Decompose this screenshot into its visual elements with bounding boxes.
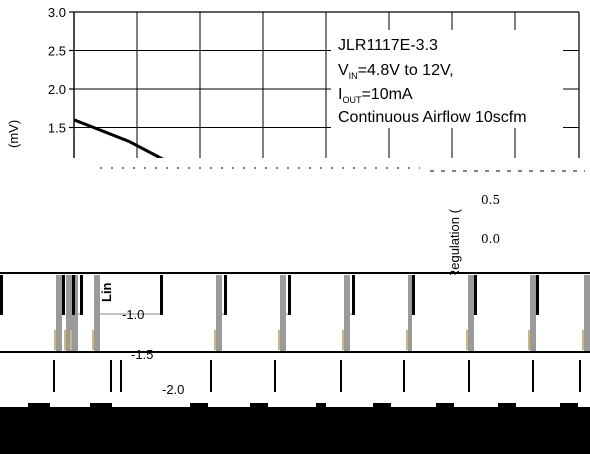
glitch-column-edge-3 xyxy=(80,275,83,315)
glitch-column-bar-0 xyxy=(56,275,62,351)
overlay-y-label-right: e Regulation ( xyxy=(447,208,462,290)
glitch-partial-xticks xyxy=(28,403,578,407)
glitch-column-edge-2 xyxy=(72,275,75,315)
glitch-column-bar-6 xyxy=(344,275,350,351)
overlay-y-label-left: Lin xyxy=(99,282,114,302)
glitch-column-accent-0 xyxy=(54,330,56,350)
annotation-line-3-sub: OUT xyxy=(342,95,362,105)
annotation-line-4: Continuous Airflow 10scfm xyxy=(338,109,527,126)
glitch-column-fill-9 xyxy=(474,275,536,351)
glitch-column-bar-7 xyxy=(408,275,414,351)
glitch-column-accent-8 xyxy=(466,330,468,350)
y-tick-label-2: 2.0 xyxy=(48,82,66,97)
glitch-column-bar-8 xyxy=(468,275,474,351)
glitch-column-edge-7 xyxy=(352,275,355,315)
glitch-column-edge-4 xyxy=(160,275,163,315)
overlay-tick-neg2.0: -2.0 xyxy=(162,382,184,397)
y-tick-label-1: 2.5 xyxy=(48,44,66,59)
glitch-column-accent-2 xyxy=(70,330,72,350)
glitch-column-bar-5 xyxy=(280,275,286,351)
glitch-column-bar-1 xyxy=(66,275,72,351)
annotation-line-2-rest: =4.8V to 12V, xyxy=(358,62,454,79)
annotation-background xyxy=(331,30,563,128)
y-tick-label-0: 3.0 xyxy=(48,5,66,20)
overlay-tick-0.5: 0.5 xyxy=(481,193,500,207)
y-axis-label-fragment: (mV) xyxy=(6,120,21,148)
glitch-column-bar-3 xyxy=(94,275,100,351)
glitch-column-edge-8 xyxy=(412,275,415,315)
y-tick-marks xyxy=(69,11,74,129)
annotation-line-3-rest: =10mA xyxy=(361,86,412,103)
glitch-column-accent-1 xyxy=(64,330,66,350)
overlay-tick-neg1.5: -1.5 xyxy=(131,347,153,362)
glitch-column-fill-7 xyxy=(352,275,414,351)
glitch-column-bar-10 xyxy=(584,275,590,351)
glitch-column-fill-4 xyxy=(160,275,222,351)
glitch-column-edge-9 xyxy=(474,275,477,315)
glitch-column-fill-5 xyxy=(224,275,286,351)
overlay-tick-neg1.0: -1.0 xyxy=(122,307,144,322)
annotation-line-2-sub: IN xyxy=(349,71,358,81)
annotation-box: JLR1117E-3.3 VIN=4.8V to 12V, IOUT=10mA … xyxy=(331,30,563,128)
glitch-column-fill-0 xyxy=(0,275,62,351)
annotation-line-3-base: I xyxy=(338,86,342,103)
glitch-column-edge-6 xyxy=(288,275,291,315)
glitch-block-row xyxy=(0,272,590,353)
overlay-tick-0.0: 0.0 xyxy=(481,232,500,246)
glitch-column-fill-6 xyxy=(288,275,350,351)
glitch-column-accent-7 xyxy=(406,330,408,350)
glitch-white-strip xyxy=(0,158,590,170)
plot-area-upper: 3.02.52.01.51.0 (mV) JLR1117E-3.3 VIN=4.… xyxy=(6,5,580,170)
glitch-column-accent-9 xyxy=(528,330,530,350)
glitch-column-fill-8 xyxy=(412,275,474,351)
glitch-column-edge-1 xyxy=(62,275,65,315)
y-tick-labels: 3.02.52.01.51.0 xyxy=(48,5,66,170)
glitch-dash-row xyxy=(100,167,585,172)
glitch-column-bar-4 xyxy=(216,275,222,351)
glitch-column-edge-0 xyxy=(0,275,3,315)
series-line xyxy=(73,118,174,166)
annotation-line-1: JLR1117E-3.3 xyxy=(338,37,438,54)
glitch-column-fill-10 xyxy=(536,275,590,351)
glitch-column-bar-9 xyxy=(530,275,536,351)
y-tick-label-3: 1.5 xyxy=(48,121,66,136)
glitch-column-accent-10 xyxy=(582,330,584,350)
glitch-column-edge-5 xyxy=(224,275,227,315)
annotation-line-2: VIN=4.8V to 12V, xyxy=(338,62,454,81)
glitch-band: e Regulation ( 0.5 0.0 Lin -1.0 -1.5 -2.… xyxy=(0,158,590,407)
glitch-lower-ticks xyxy=(53,360,581,392)
annotation-line-2-base: V xyxy=(338,62,349,79)
glitch-column-accent-6 xyxy=(342,330,344,350)
glitch-column-accent-5 xyxy=(278,330,280,350)
bottom-black-band xyxy=(0,407,590,454)
glitch-column-accent-4 xyxy=(214,330,216,350)
annotation-line-3: IOUT=10mA xyxy=(338,86,413,105)
glitch-column-edge-10 xyxy=(536,275,539,315)
glitch-column-accent-3 xyxy=(92,330,94,350)
